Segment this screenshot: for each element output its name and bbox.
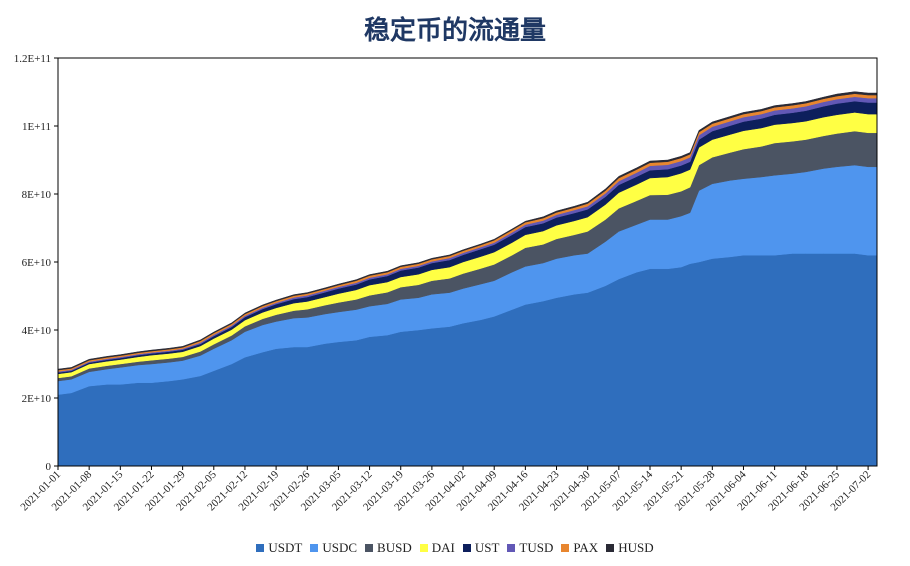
y-tick-label: 8E+10 [22,189,52,201]
legend-label: USDC [322,540,358,555]
y-tick-label: 1.2E+11 [14,53,51,65]
legend-label: DAI [431,540,455,555]
chart-title: 稳定币的流通量 [363,16,546,46]
legend-swatch [310,544,319,552]
y-tick-label: 0 [46,461,52,473]
legend-swatch [606,544,615,552]
legend-item-busd: BUSD [365,540,412,556]
legend-label: UST [474,540,500,555]
y-tick-label: 1E+11 [22,121,51,133]
legend-swatch [256,544,265,552]
legend-swatch [365,544,374,552]
legend-swatch [561,544,570,552]
legend-label: TUSD [519,540,554,555]
legend-item-husd: HUSD [606,540,654,556]
legend-item-usdt: USDT [256,540,302,556]
legend-swatch [419,544,428,552]
y-tick-label: 6E+10 [22,257,52,269]
legend-item-pax: PAX [561,540,598,556]
legend-label: BUSD [377,540,412,555]
legend-label: HUSD [618,540,654,555]
legend-swatch [507,544,516,552]
y-tick-label: 4E+10 [22,325,52,337]
y-tick-label: 2E+10 [22,393,52,405]
legend-label: PAX [573,540,599,555]
legend-swatch [462,544,471,552]
legend-item-dai: DAI [419,540,455,556]
legend: USDT USDC BUSD DAI UST TUSD PAX HUSD [0,540,910,556]
legend-label: USDT [268,540,303,555]
legend-item-tusd: TUSD [507,540,553,556]
legend-item-ust: UST [462,540,500,556]
legend-item-usdc: USDC [310,540,357,556]
